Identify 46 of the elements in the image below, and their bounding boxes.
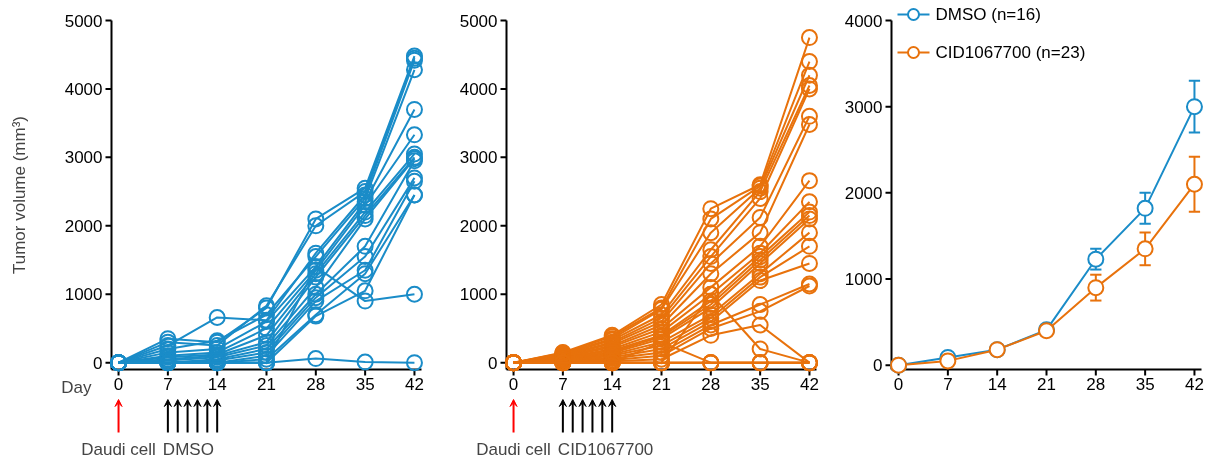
- x-tick-label: 21: [257, 374, 276, 394]
- x-tick-label: 35: [355, 374, 375, 394]
- x-tick-label: 7: [558, 374, 568, 394]
- x-tick-label: 21: [652, 374, 671, 394]
- y-tick-label: 1000: [844, 270, 883, 290]
- x-tick-label: 42: [405, 374, 424, 394]
- x-tick-label: 0: [893, 374, 904, 394]
- y-tick-label: 4000: [844, 11, 883, 31]
- x-tick-label: 42: [1185, 374, 1204, 394]
- x-tick-label: 14: [602, 374, 622, 394]
- y-tick-label: 2000: [64, 216, 103, 236]
- x-tick-label: 0: [113, 374, 124, 394]
- text: Daudi cell: [81, 440, 156, 459]
- y-tick-label: 0: [93, 353, 103, 373]
- x-tick-label: 35: [1135, 374, 1155, 394]
- y-tick-label: 5000: [459, 11, 498, 31]
- x-axis-title: Day: [61, 377, 92, 397]
- y-tick-label: 0: [488, 353, 498, 373]
- x-tick-label: 14: [207, 374, 227, 394]
- y-tick-label: 2000: [459, 216, 498, 236]
- y-tick-label: 0: [873, 356, 883, 376]
- y-tick-label: 1000: [459, 285, 498, 305]
- y-tick-label: 3000: [64, 148, 103, 168]
- x-tick-label: 0: [508, 374, 519, 394]
- y-tick-label: 5000: [64, 11, 103, 31]
- x-tick-label: 7: [163, 374, 173, 394]
- x-tick-label: 35: [750, 374, 770, 394]
- text: CID1067700: [557, 440, 654, 459]
- y-tick-label: 3000: [844, 97, 883, 117]
- text: DMSO: [162, 440, 214, 459]
- y-tick-label: 1000: [64, 285, 103, 305]
- y-tick-label: 2000: [844, 183, 883, 203]
- legend-label: DMSO (n=16): [935, 5, 1041, 24]
- x-tick-label: 28: [701, 374, 721, 394]
- x-tick-label: 28: [1086, 374, 1106, 394]
- x-tick-label: 14: [987, 374, 1007, 394]
- legend-label: CID1067700 (n=23): [935, 43, 1086, 62]
- x-tick-label: 21: [1037, 374, 1056, 394]
- text: Daudi cell: [476, 440, 551, 459]
- x-tick-label: 7: [943, 374, 953, 394]
- y-tick-label: 4000: [459, 79, 498, 99]
- y-tick-label: 3000: [459, 148, 498, 168]
- y-tick-label: 4000: [64, 79, 103, 99]
- y-axis-title: Tumor volume (mm³): [10, 115, 29, 275]
- x-tick-label: 28: [306, 374, 326, 394]
- x-tick-label: 42: [800, 374, 819, 394]
